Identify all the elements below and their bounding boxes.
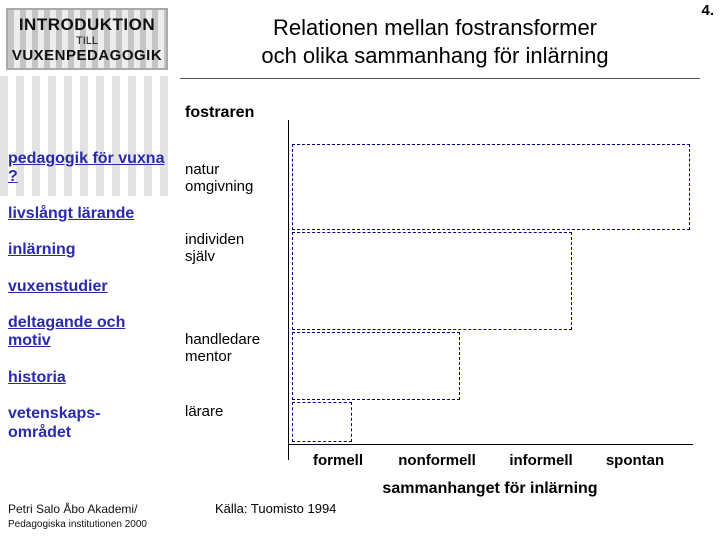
slide-title: Relationen mellan fostransformer och oli…	[200, 14, 670, 69]
title-line1: Relationen mellan fostransformer	[273, 15, 597, 40]
x-label-2: informell	[496, 452, 586, 469]
logo-line3: VUXENPEDAGOGIK	[8, 47, 166, 64]
sidebar-link-inlarning[interactable]: inlärning	[8, 241, 168, 259]
chart-source: Källa: Tuomisto 1994	[215, 501, 336, 516]
y-label-2: handledarementor	[185, 332, 260, 365]
credit-line1: Petri Salo Åbo Akademi/	[8, 502, 137, 516]
x-axis-title: sammanhanget för inlärning	[290, 480, 690, 498]
sidebar-link-historia[interactable]: historia	[8, 369, 168, 387]
sidebar-nav: pedagogik för vuxna ? livslångt lärande …	[8, 150, 168, 460]
sidebar-link-deltagande[interactable]: deltagande och motiv	[8, 314, 168, 351]
x-label-0: formell	[298, 452, 378, 469]
y-label-3: lärare	[185, 404, 223, 421]
sidebar-link-livslangt[interactable]: livslångt lärande	[8, 205, 168, 223]
bar-level-3	[292, 144, 690, 230]
x-label-3: spontan	[590, 452, 680, 469]
chart-area: fostraren sammanhanget för inlärning Käl…	[180, 100, 700, 520]
title-underline	[180, 78, 700, 79]
chart: fostraren sammanhanget för inlärning Käl…	[180, 100, 700, 520]
bar-level-2	[292, 232, 572, 330]
y-label-0: naturomgivning	[185, 162, 253, 195]
y-axis-title: fostraren	[185, 104, 254, 122]
bar-level-0	[292, 402, 352, 442]
y-label-1: individensjälv	[185, 232, 244, 265]
bar-level-1	[292, 332, 460, 400]
page-number: 4.	[701, 2, 714, 19]
y-axis-line	[288, 120, 289, 460]
x-axis-line	[288, 444, 693, 445]
title-line2: och olika sammanhang för inlärning	[261, 43, 608, 68]
logo-line1: INTRODUKTION	[8, 15, 166, 35]
sidebar-link-pedagogik[interactable]: pedagogik för vuxna ?	[8, 150, 168, 187]
logo-box: INTRODUKTION TILL VUXENPEDAGOGIK	[6, 8, 168, 70]
x-label-1: nonformell	[382, 452, 492, 469]
credit-line2: Pedagogiska institutionen 2000	[8, 519, 147, 530]
logo-line2: TILL	[8, 35, 166, 47]
sidebar-link-vetenskap[interactable]: vetenskaps-området	[8, 405, 168, 442]
sidebar-link-vuxenstudier[interactable]: vuxenstudier	[8, 278, 168, 296]
slide: 4. INTRODUKTION TILL VUXENPEDAGOGIK Rela…	[0, 0, 720, 540]
